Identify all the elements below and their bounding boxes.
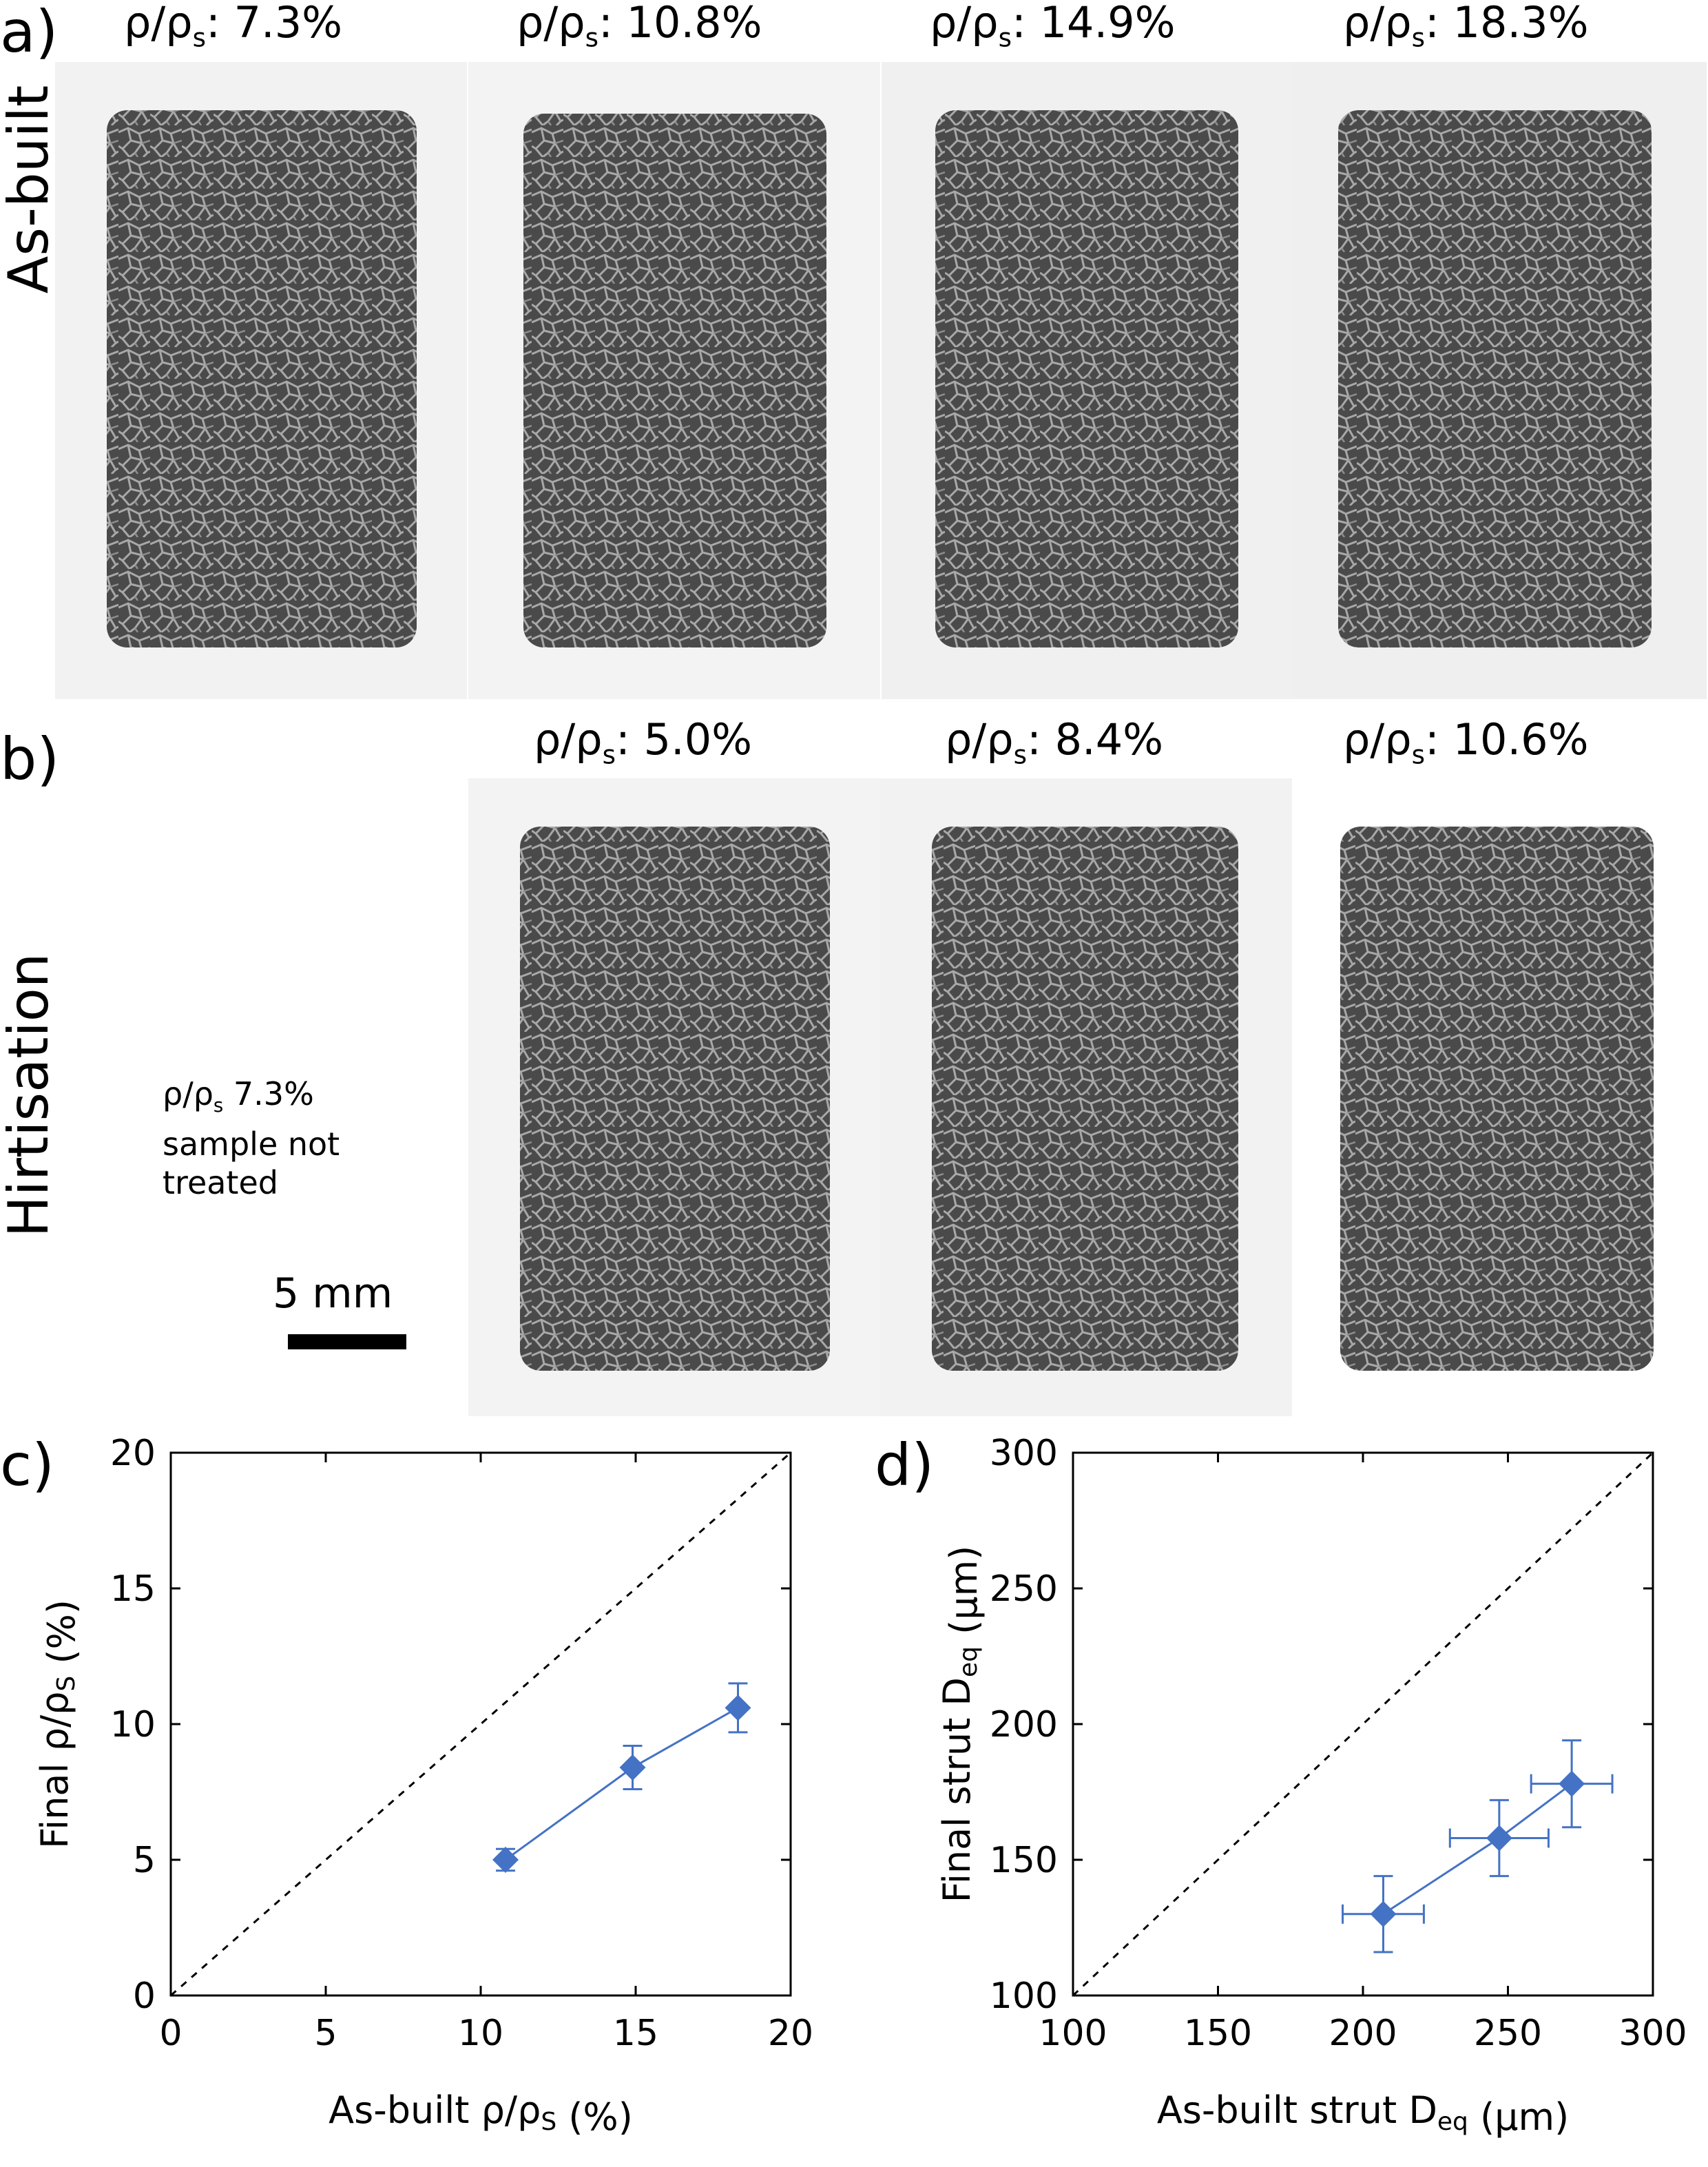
note-line-2: sample not [163, 1126, 340, 1163]
density-label-a1: ρ/ρs: 7.3% [124, 0, 343, 53]
density-label-b1: ρ/ρs: 5.0% [534, 714, 753, 770]
density-label-b2: ρ/ρs: 8.4% [945, 714, 1164, 770]
chart-d-x-axis-label: As-built strut Deq (µm) [1157, 2088, 1569, 2139]
chart-c-y-axis-label: Final ρ/ρS (%) [33, 1599, 83, 1849]
chart-c-series-line [505, 1707, 739, 1861]
scale-bar-label: 5 mm [273, 1269, 393, 1318]
density-label-a3: ρ/ρs: 14.9% [930, 0, 1176, 53]
photo-as-built-4 [1293, 62, 1707, 699]
chart-d-y-tick-label: 300 [990, 1433, 1058, 1474]
chart-c-reference-line [170, 1451, 791, 1997]
chart-d-y-tick-label: 200 [990, 1704, 1058, 1745]
untreated-note: ρ/ρs 7.3% sample not treated [163, 1075, 340, 1202]
chart-c-x-tick-label: 5 [314, 2013, 337, 2054]
chart-d-x-tick-label: 150 [1184, 2013, 1252, 2054]
chart-d-x-tick-label: 300 [1618, 2013, 1687, 2054]
row-label-hirtisation: Hirtisation [0, 953, 61, 1238]
chart-d-series-line [1382, 1783, 1573, 1916]
chart-c-y-tick-label: 5 [133, 1840, 156, 1881]
chart-d-x-tick-label: 250 [1474, 2013, 1542, 2054]
photo-as-built-3 [882, 62, 1293, 699]
chart-c-y-tick-label: 20 [110, 1433, 156, 1474]
chart-c-y-tick-label: 15 [110, 1568, 156, 1610]
note-line-1: ρ/ρs 7.3% [163, 1075, 314, 1117]
chart-d-reference-line [1072, 1451, 1654, 1997]
chart-d-x-tick-label: 100 [1039, 2013, 1107, 2054]
chart-c: 0 5 10 15 20 0 5 10 15 20 As-built ρ/ρS (%) Final ρ… [33, 1433, 813, 2139]
row-label-as-built: As-built [0, 85, 61, 294]
photo-hirtised-3 [1292, 778, 1707, 1416]
photo-hirtised-1 [468, 778, 880, 1416]
chart-c-x-axis-label: As-built ρ/ρS (%) [329, 2088, 633, 2139]
photo-as-built-2 [468, 62, 880, 699]
chart-d-data-point [1370, 1900, 1397, 1927]
chart-c-x-tick-label: 15 [613, 2013, 658, 2054]
panel-d-label: d) [875, 1431, 935, 1499]
chart-c-x-tick-label: 20 [768, 2013, 813, 2054]
photo-as-built-1 [55, 62, 467, 699]
chart-c-plot-frame [169, 1451, 792, 1997]
chart-d-y-tick-label: 250 [990, 1568, 1058, 1610]
photo-hirtised-2 [880, 778, 1292, 1416]
chart-c-x-tick-label: 0 [159, 2013, 182, 2054]
density-label-a2: ρ/ρs: 10.8% [517, 0, 762, 53]
chart-c-data-point [725, 1694, 751, 1721]
chart-d-y-tick-label: 100 [990, 1976, 1058, 2017]
panel-b-label: b) [0, 725, 60, 793]
chart-d-x-tick-label: 200 [1329, 2013, 1397, 2054]
scale-bar [288, 1334, 406, 1349]
chart-d: 100 150 200 250 300 100 150 200 250 300 As-built s… [935, 1433, 1687, 2139]
chart-d-y-axis-label: Final strut Deq (µm) [935, 1546, 986, 1903]
chart-c-y-tick-label: 0 [133, 1976, 156, 2017]
chart-c-x-tick-label: 10 [458, 2013, 503, 2054]
chart-d-y-tick-label: 150 [990, 1840, 1058, 1881]
chart-c-data-point [492, 1847, 519, 1873]
chart-c-y-tick-label: 10 [110, 1704, 156, 1745]
chart-d-data-point [1559, 1770, 1585, 1797]
note-line-3: treated [163, 1164, 278, 1202]
chart-c-data-point [619, 1754, 646, 1781]
density-label-a4: ρ/ρs: 18.3% [1343, 0, 1589, 53]
chart-d-data-point [1486, 1825, 1512, 1852]
panel-c-label: c) [0, 1431, 54, 1499]
density-label-b3: ρ/ρs: 10.6% [1343, 714, 1589, 770]
panel-a-label: a) [0, 0, 59, 65]
